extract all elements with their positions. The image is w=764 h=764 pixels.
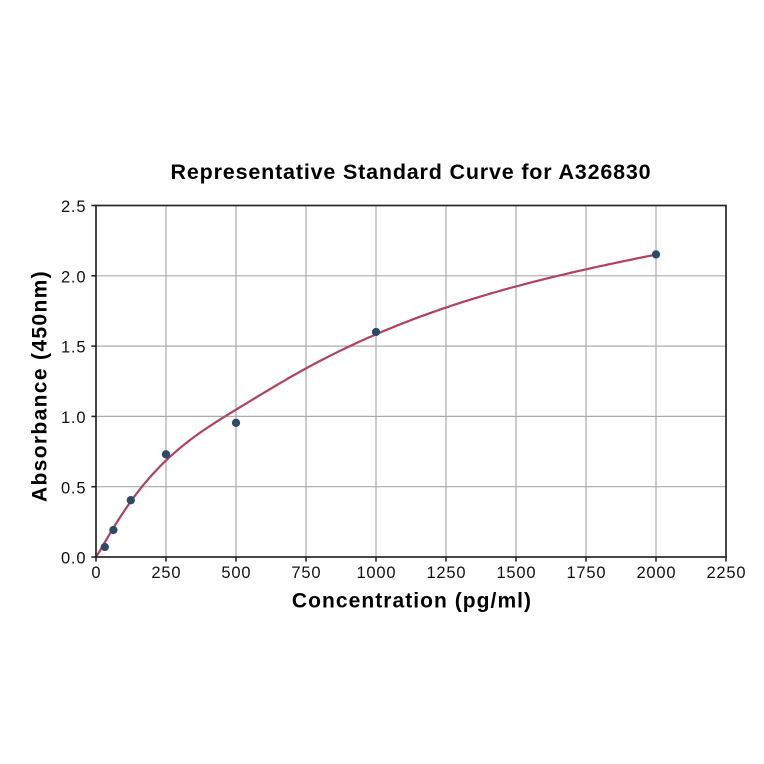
svg-text:750: 750	[291, 564, 321, 582]
svg-text:1250: 1250	[426, 564, 466, 582]
svg-text:1.0: 1.0	[61, 409, 86, 427]
svg-text:1750: 1750	[566, 564, 606, 582]
svg-text:1.5: 1.5	[61, 339, 86, 357]
svg-text:1000: 1000	[356, 564, 396, 582]
svg-text:2.5: 2.5	[61, 198, 86, 216]
svg-text:2.0: 2.0	[61, 268, 86, 286]
svg-text:2000: 2000	[636, 564, 676, 582]
svg-text:Concentration (pg/ml): Concentration (pg/ml)	[292, 590, 532, 613]
svg-text:0: 0	[91, 564, 101, 582]
svg-text:250: 250	[151, 564, 181, 582]
svg-text:2250: 2250	[706, 564, 746, 582]
svg-text:Absorbance (450nm): Absorbance (450nm)	[29, 270, 52, 502]
svg-text:500: 500	[221, 564, 251, 582]
svg-text:1500: 1500	[496, 564, 536, 582]
svg-text:0.5: 0.5	[61, 479, 86, 497]
svg-text:0.0: 0.0	[61, 550, 86, 568]
svg-text:Representative Standard Curve: Representative Standard Curve for A32683…	[171, 160, 652, 184]
